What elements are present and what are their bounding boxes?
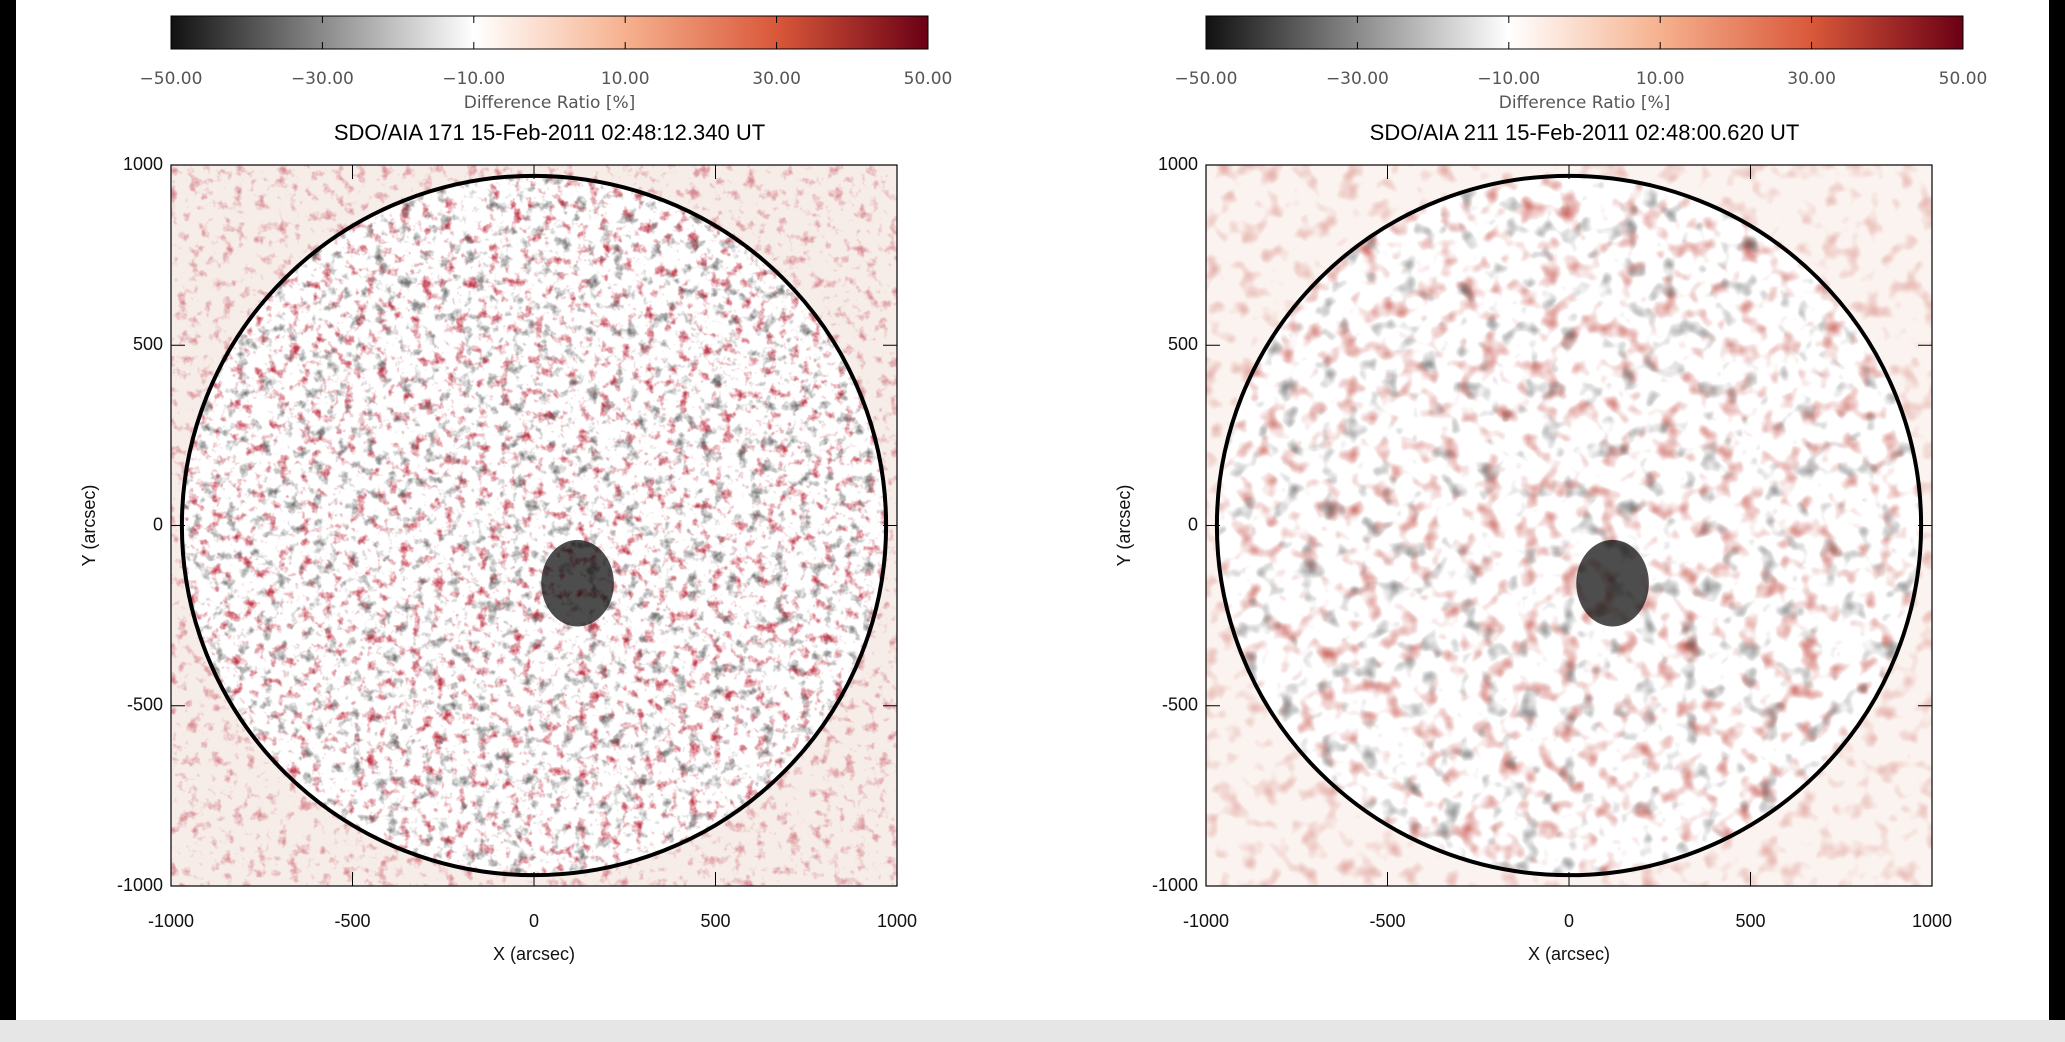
figure: −50.00 −30.00 −10.00 10.00 30.00 50.00 Differe… — [0, 0, 2065, 1042]
colorbar-tick-label: 10.00 — [601, 69, 650, 89]
x-tick-label: 1000 — [1912, 911, 1952, 931]
x-tick-label: -500 — [1369, 911, 1405, 931]
x-tick-label: 500 — [700, 911, 730, 931]
colorbar-tick-label: −50.00 — [1175, 69, 1238, 89]
y-tick-label: 0 — [1188, 514, 1198, 534]
active-region — [541, 540, 614, 627]
chart-title: SDO/AIA 211 15-Feb-2011 02:48:00.620 UT — [1370, 120, 1800, 145]
y-tick-label: -1000 — [117, 875, 163, 895]
y-tick-label: -500 — [1162, 695, 1198, 715]
x-axis-label: X (arcsec) — [493, 944, 575, 964]
frame-edge — [0, 0, 16, 1042]
y-tick-label: 500 — [1168, 334, 1198, 354]
colorbar-tick-label: −10.00 — [1477, 69, 1540, 89]
y-tick-label: 0 — [153, 514, 163, 534]
colorbar — [171, 16, 928, 49]
colorbar-label: Difference Ratio [%] — [1499, 93, 1671, 113]
x-tick-label: -1000 — [148, 911, 194, 931]
y-axis-label: Y (arcsec) — [79, 485, 99, 567]
x-tick-label: 500 — [1735, 911, 1765, 931]
y-axis-label: Y (arcsec) — [1114, 485, 1134, 567]
x-tick-label: -1000 — [1183, 911, 1229, 931]
colorbar-tick-label: 10.00 — [1636, 69, 1685, 89]
x-tick-label: 0 — [529, 911, 539, 931]
y-tick-label: 1000 — [1158, 154, 1198, 174]
y-tick-label: -500 — [127, 695, 163, 715]
frame-edge — [2049, 0, 2065, 1042]
y-tick-label: 1000 — [123, 154, 163, 174]
colorbar-tick-label: −50.00 — [140, 69, 203, 89]
x-tick-label: -500 — [334, 911, 370, 931]
bottom-band — [0, 1020, 2065, 1042]
colorbar-tick-label: −10.00 — [442, 69, 505, 89]
x-axis-label: X (arcsec) — [1528, 944, 1610, 964]
active-region — [1576, 540, 1649, 627]
colorbar — [1206, 16, 1963, 49]
colorbar-tick-label: −30.00 — [1326, 69, 1389, 89]
colorbar-tick-label: 50.00 — [1939, 69, 1988, 89]
chart: −50.00 −30.00 −10.00 10.00 30.00 50.00 Differe… — [0, 0, 2065, 1042]
colorbar-tick-label: 30.00 — [1787, 69, 1836, 89]
y-tick-label: -1000 — [1152, 875, 1198, 895]
colorbar-label: Difference Ratio [%] — [464, 93, 636, 113]
x-tick-label: 1000 — [877, 911, 917, 931]
colorbar-tick-label: −30.00 — [291, 69, 354, 89]
colorbar-tick-label: 30.00 — [752, 69, 801, 89]
x-tick-label: 0 — [1564, 911, 1574, 931]
chart-title: SDO/AIA 171 15-Feb-2011 02:48:12.340 UT — [334, 120, 765, 145]
colorbar-tick-label: 50.00 — [904, 69, 953, 89]
y-tick-label: 500 — [133, 334, 163, 354]
